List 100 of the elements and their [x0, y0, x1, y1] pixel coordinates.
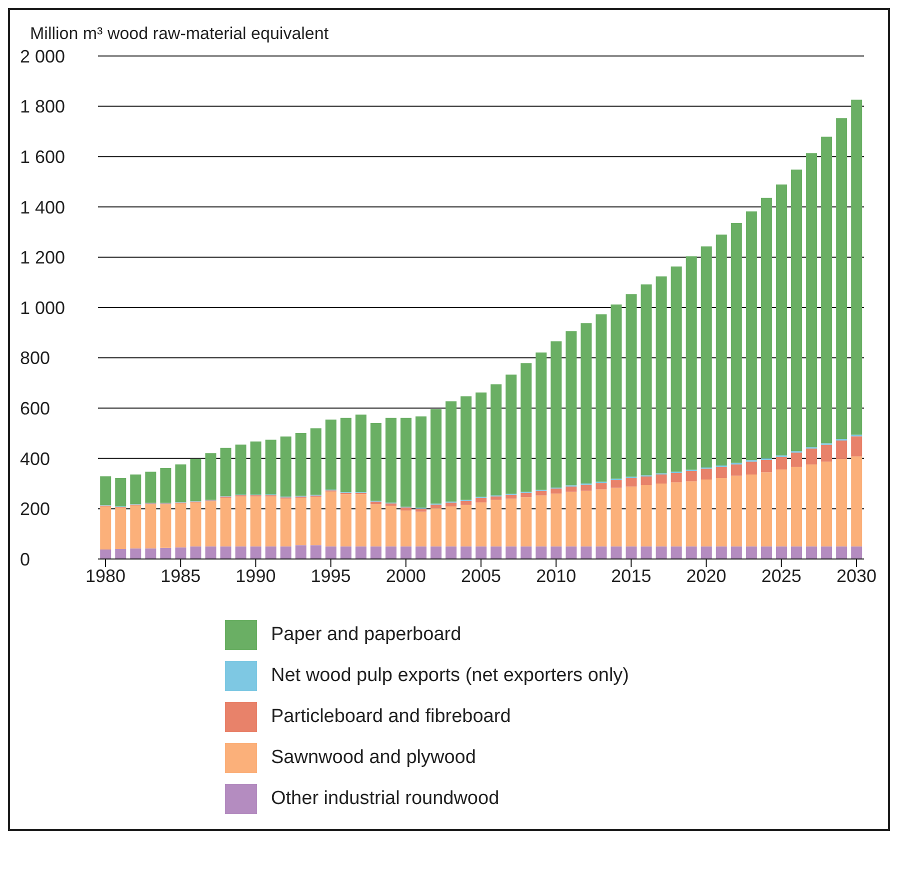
bar: [325, 420, 336, 490]
bar: [460, 396, 472, 500]
x-tick-label: 2010: [536, 566, 576, 586]
legend-label: Particleboard and fibreboard: [271, 706, 511, 728]
bar: [836, 440, 848, 459]
bar: [596, 489, 607, 546]
bar: [370, 546, 382, 559]
y-tick-label: 1 400: [20, 197, 66, 218]
bar: [566, 492, 577, 546]
legend-label: Sawnwood and plywood: [271, 746, 476, 768]
bar: [220, 546, 232, 559]
bar: [250, 496, 262, 546]
bar: [446, 401, 457, 502]
bar: [490, 500, 502, 546]
bar: [160, 468, 172, 503]
bar: [821, 462, 832, 546]
bar: [730, 222, 742, 463]
bar: [656, 484, 667, 546]
bar: [205, 501, 216, 546]
bar: [115, 548, 126, 559]
bar: [670, 482, 682, 546]
bar: [836, 458, 848, 546]
bar: [791, 170, 802, 452]
bar: [821, 444, 832, 462]
bar: [610, 480, 622, 488]
bar: [536, 546, 547, 559]
bar: [385, 503, 396, 506]
bar: [821, 546, 832, 559]
bar: [656, 474, 667, 484]
x-tick-label: 2020: [686, 566, 726, 586]
bar: [746, 211, 757, 460]
bar: [100, 476, 112, 506]
bar: [836, 118, 848, 440]
bar: [446, 506, 457, 546]
bar: [610, 304, 622, 479]
legend-label: Net wood pulp exports (net exporters only): [271, 664, 630, 686]
bar: [235, 546, 246, 559]
bar: [160, 504, 172, 548]
bar: [520, 546, 532, 559]
bar: [355, 546, 366, 559]
bar: [670, 266, 682, 472]
bar: [175, 464, 186, 502]
bar: [596, 546, 607, 559]
bar: [806, 464, 818, 546]
bar: [536, 495, 547, 546]
bar: [626, 478, 637, 487]
x-tick-label: 2015: [611, 566, 652, 586]
bar: [686, 481, 697, 546]
bar: [520, 363, 532, 492]
bar: [340, 418, 352, 492]
bar: [265, 546, 276, 559]
bar: [476, 392, 487, 497]
bar: [175, 547, 186, 559]
bar: [190, 502, 202, 546]
bar: [640, 546, 652, 559]
bar: [806, 448, 818, 464]
bar: [205, 453, 216, 500]
bar: [325, 546, 336, 559]
bar: [100, 506, 112, 550]
bar: [550, 494, 562, 546]
bar: [490, 546, 502, 559]
bar: [670, 546, 682, 559]
bar: [640, 476, 652, 486]
x-tick-label: 1985: [160, 566, 201, 586]
bar: [506, 546, 517, 559]
y-tick-label: 400: [20, 448, 50, 469]
bar: [716, 546, 727, 559]
bar: [640, 284, 652, 476]
bar: [776, 469, 787, 546]
bar: [265, 440, 276, 494]
bar: [746, 546, 757, 559]
bar: [416, 512, 427, 546]
bar: [295, 433, 306, 496]
bar: [640, 485, 652, 546]
bar: [536, 490, 547, 496]
bar: [776, 456, 787, 470]
bar: [355, 494, 366, 546]
bar: [596, 483, 607, 490]
bar: [130, 505, 142, 548]
bar: [520, 492, 532, 498]
y-tick-label: 200: [20, 499, 50, 520]
bar: [370, 504, 382, 546]
bar: [626, 294, 637, 477]
bar: [506, 498, 517, 546]
bar: [476, 546, 487, 559]
y-tick-label: 1 000: [20, 298, 66, 318]
x-tick-label: 1980: [85, 566, 126, 586]
bar: [716, 234, 727, 466]
bar: [580, 490, 592, 546]
bar: [566, 331, 577, 486]
bar: [776, 546, 787, 559]
bar: [280, 436, 292, 497]
bar: [760, 546, 772, 559]
bar: [145, 472, 156, 503]
bar: [686, 546, 697, 559]
bar: [476, 502, 487, 546]
bar: [130, 548, 142, 559]
bar: [686, 470, 697, 482]
bar: [145, 504, 156, 548]
bar: [416, 508, 427, 512]
